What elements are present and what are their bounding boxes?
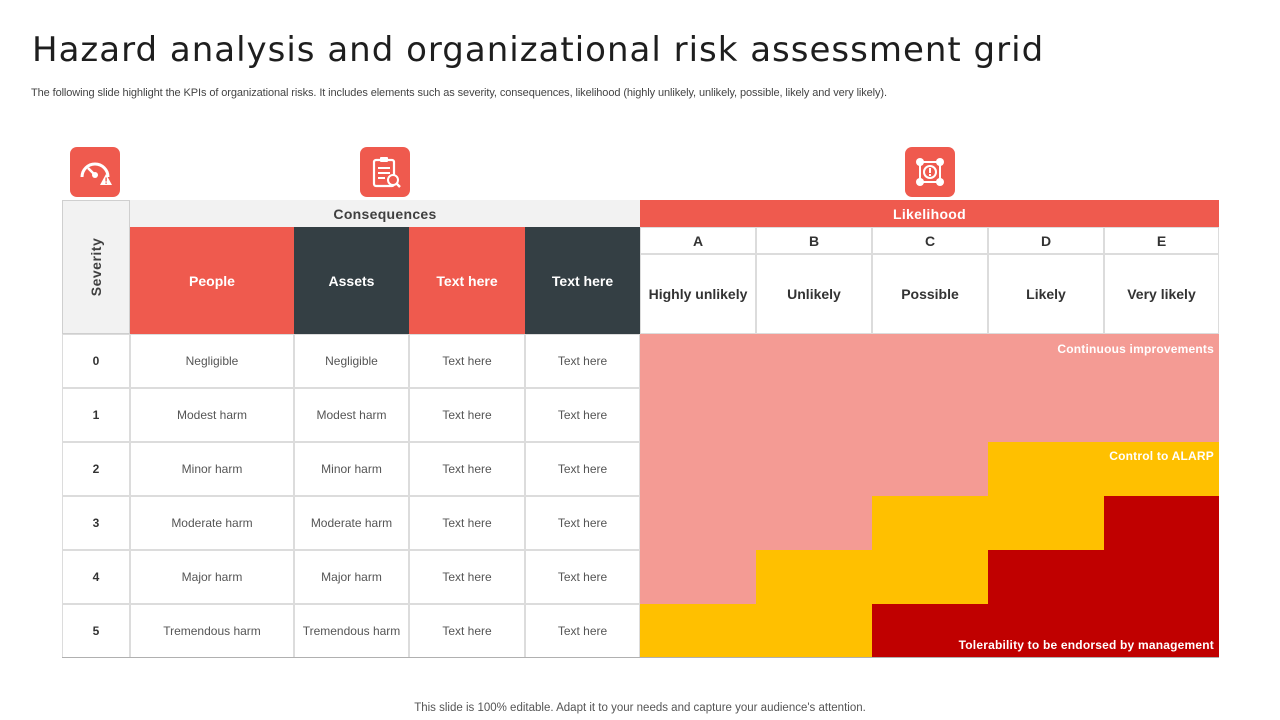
risk-cell-low	[756, 334, 872, 388]
consequence-cell: Major harm	[130, 550, 294, 604]
page-title: Hazard analysis and organizational risk …	[32, 30, 1045, 70]
risk-cell-medium	[640, 604, 756, 658]
page-subtitle: The following slide highlight the KPIs o…	[31, 87, 887, 99]
footer-note: This slide is 100% editable. Adapt it to…	[414, 702, 866, 714]
likelihood-letter: E	[1104, 227, 1219, 254]
network-alert-icon	[905, 147, 955, 197]
consequence-cell: Moderate harm	[130, 496, 294, 550]
consequence-cell: Text here	[525, 550, 640, 604]
severity-header-label: Severity	[87, 237, 104, 297]
risk-cell-medium	[1104, 442, 1219, 496]
likelihood-label: Highly unlikely	[640, 254, 756, 334]
likelihood-letter: D	[988, 227, 1104, 254]
risk-cell-low	[756, 442, 872, 496]
consequence-cell: Text here	[409, 334, 525, 388]
risk-cell-low	[1104, 334, 1219, 388]
consequence-cell: Text here	[409, 604, 525, 658]
risk-cell-medium	[756, 550, 872, 604]
likelihood-label: Very likely	[1104, 254, 1219, 334]
severity-level: 0	[62, 334, 130, 388]
zone-label-tolerability: Tolerability to be endorsed by managemen…	[958, 638, 1214, 652]
consequence-cell: Minor harm	[294, 442, 409, 496]
consequence-cell: Modest harm	[130, 388, 294, 442]
likelihood-letter: C	[872, 227, 988, 254]
consequence-cell: Text here	[525, 334, 640, 388]
risk-cell-low	[640, 442, 756, 496]
risk-cell-low	[640, 550, 756, 604]
consequence-col-4: Text here	[525, 227, 640, 334]
consequence-cell: Tremendous harm	[130, 604, 294, 658]
speedometer-warning-icon	[70, 147, 120, 197]
likelihood-label: Unlikely	[756, 254, 872, 334]
likelihood-label: Likely	[988, 254, 1104, 334]
consequence-cell: Text here	[525, 442, 640, 496]
consequence-cell: Text here	[409, 550, 525, 604]
severity-level: 4	[62, 550, 130, 604]
consequence-col-3: Text here	[409, 227, 525, 334]
consequence-col-people: People	[130, 227, 294, 334]
risk-cell-low	[756, 388, 872, 442]
risk-cell-low	[872, 334, 988, 388]
consequences-header: Consequences	[130, 200, 640, 227]
severity-header: Severity	[62, 200, 130, 334]
risk-cell-low	[640, 334, 756, 388]
consequence-cell: Text here	[409, 496, 525, 550]
consequence-cell: Minor harm	[130, 442, 294, 496]
risk-cell-medium	[872, 550, 988, 604]
consequence-cell: Text here	[409, 442, 525, 496]
zone-label-continuous-improvements: Continuous improvements	[1057, 342, 1214, 356]
table-bottom-border	[62, 657, 1219, 658]
likelihood-header: Likelihood	[640, 200, 1219, 227]
risk-cell-high	[988, 550, 1104, 604]
zone-label-control-alarp: Control to ALARP	[1109, 449, 1214, 463]
risk-cell-high	[872, 604, 988, 658]
consequence-cell: Tremendous harm	[294, 604, 409, 658]
consequence-cell: Moderate harm	[294, 496, 409, 550]
risk-cell-low	[872, 442, 988, 496]
severity-level: 2	[62, 442, 130, 496]
consequence-cell: Text here	[525, 388, 640, 442]
clipboard-checklist-icon	[360, 147, 410, 197]
risk-cell-medium	[872, 496, 988, 550]
consequence-cell: Major harm	[294, 550, 409, 604]
risk-cell-medium	[756, 604, 872, 658]
severity-level: 1	[62, 388, 130, 442]
risk-cell-high	[988, 604, 1104, 658]
consequence-cell: Modest harm	[294, 388, 409, 442]
risk-cell-high	[1104, 496, 1219, 550]
severity-level: 3	[62, 496, 130, 550]
consequence-cell: Negligible	[294, 334, 409, 388]
risk-cell-high	[1104, 550, 1219, 604]
risk-cell-medium	[988, 442, 1104, 496]
likelihood-label: Possible	[872, 254, 988, 334]
consequence-cell: Text here	[525, 604, 640, 658]
risk-cell-low	[756, 496, 872, 550]
consequence-cell: Text here	[525, 496, 640, 550]
likelihood-letter: A	[640, 227, 756, 254]
likelihood-letter: B	[756, 227, 872, 254]
consequence-col-assets: Assets	[294, 227, 409, 334]
consequence-cell: Negligible	[130, 334, 294, 388]
risk-cell-medium	[988, 496, 1104, 550]
risk-cell-low	[872, 388, 988, 442]
risk-cell-high	[1104, 604, 1219, 658]
risk-cell-low	[640, 496, 756, 550]
severity-level: 5	[62, 604, 130, 658]
risk-cell-low	[640, 388, 756, 442]
consequence-cell: Text here	[409, 388, 525, 442]
risk-cell-low	[1104, 388, 1219, 442]
risk-cell-low	[988, 388, 1104, 442]
risk-cell-low	[988, 334, 1104, 388]
